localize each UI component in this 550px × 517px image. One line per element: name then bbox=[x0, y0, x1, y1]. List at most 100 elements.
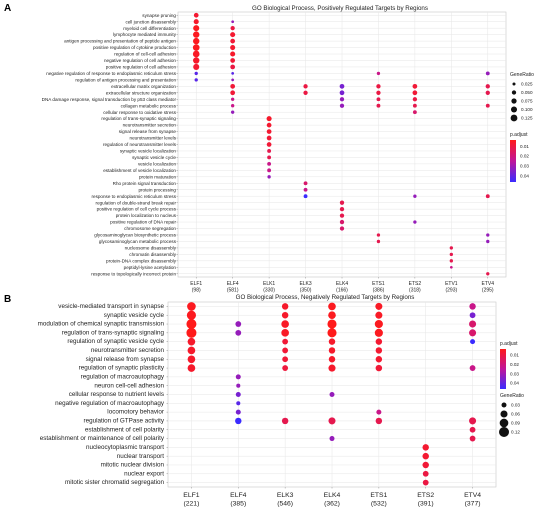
term-label: regulation of synaptic plasticity bbox=[79, 365, 165, 372]
term-label: mitotic nuclear division bbox=[101, 462, 165, 469]
dot-etv4-term-7 bbox=[469, 365, 476, 371]
panel-a-region-labels: ELF1(98)ELF4(581)ELK1(330)ELK3(350)ELK4(… bbox=[190, 281, 494, 294]
term-label: neuron cell-cell adhesion bbox=[94, 382, 164, 389]
region-count-label: (385) bbox=[230, 501, 246, 508]
term-label: protein localization to nucleus bbox=[116, 213, 177, 218]
region-count-label: (330) bbox=[263, 288, 275, 294]
dot-elk3-term-13 bbox=[281, 417, 289, 425]
region-label: ELK1 bbox=[263, 281, 275, 287]
dot-elf4-term-10 bbox=[235, 392, 241, 397]
dot-elf4-term-7 bbox=[230, 58, 236, 63]
dot-elk3-term-5 bbox=[282, 347, 289, 354]
dot-elk4-term-13 bbox=[339, 97, 345, 102]
dot-ets1-term-14 bbox=[376, 103, 381, 108]
dot-elk3-term-26 bbox=[303, 181, 308, 186]
region-count-label: (386) bbox=[373, 288, 385, 294]
term-label: lymphocyte mediated immunity bbox=[113, 32, 177, 37]
term-label: establishment or maintenance of cell pol… bbox=[40, 435, 165, 442]
dot-elk3-term-3 bbox=[281, 329, 289, 337]
dot-elf1-term-5 bbox=[187, 346, 196, 355]
dot-elf4-term-9 bbox=[231, 72, 235, 75]
term-label: positive regulation of cell cycle proces… bbox=[97, 207, 177, 212]
dot-elf4-term-3 bbox=[230, 32, 236, 38]
dot-elf4-term-11 bbox=[230, 83, 236, 89]
panel-b-size-legend: GeneRatio 0.03 0.06 0.09 0.12 bbox=[499, 393, 524, 437]
dot-elf4-term-13 bbox=[235, 417, 242, 425]
size-legend-dot bbox=[501, 402, 507, 408]
dot-elk1-term-17 bbox=[266, 122, 272, 128]
term-label: neurotransmitter levels bbox=[130, 136, 177, 141]
dot-elk4-term-12 bbox=[339, 90, 345, 96]
dot-elk1-term-16 bbox=[266, 116, 272, 122]
dot-elk3-term-1 bbox=[281, 311, 289, 319]
panel-a-color-legend: p.adjust 0.01 0.02 0.03 0.04 bbox=[510, 132, 529, 182]
dot-etv1-term-37 bbox=[449, 252, 454, 257]
dot-ets1-term-1 bbox=[375, 311, 383, 319]
region-label: ETV4 bbox=[464, 492, 481, 499]
panel-a-letter: A bbox=[4, 3, 11, 14]
term-label: negative regulation of macroautophagy bbox=[55, 400, 165, 407]
term-label: nucleocytoplasmic transport bbox=[86, 444, 164, 451]
dot-elf4-term-3 bbox=[235, 329, 242, 336]
dot-etv4-term-14 bbox=[485, 103, 490, 108]
dot-ets2-term-11 bbox=[412, 83, 418, 89]
region-label: ETS2 bbox=[409, 281, 422, 287]
size-legend-dot bbox=[510, 114, 518, 122]
panel-b-color-legend: p.adjust 0.01 0.02 0.03 0.04 bbox=[500, 341, 519, 389]
term-label: neurotransmitter secretion bbox=[91, 347, 165, 354]
panel-a-size-legend-title: GeneRatio bbox=[510, 72, 534, 78]
term-label: protein-DNA complex disassembly bbox=[106, 258, 177, 263]
term-label: response to topologically incorrect prot… bbox=[91, 271, 176, 276]
dot-etv4-term-11 bbox=[485, 84, 490, 89]
region-label: ELK3 bbox=[299, 281, 311, 287]
size-legend-dot bbox=[511, 98, 517, 104]
term-label: extracellular matrix organization bbox=[111, 84, 176, 89]
size-legend-label: 0.025 bbox=[521, 82, 533, 87]
term-label: regulation of GTPase activity bbox=[84, 418, 165, 425]
panel-b: B GO Biological Process, Negatively Regu… bbox=[4, 294, 524, 508]
dot-elf4-term-9 bbox=[236, 383, 241, 388]
dot-etv4-term-13 bbox=[469, 417, 477, 425]
region-count-label: (166) bbox=[336, 288, 348, 294]
term-label: protein maturation bbox=[139, 174, 176, 179]
dot-elk1-term-21 bbox=[267, 149, 272, 153]
color-legend-label: 0.04 bbox=[520, 173, 529, 178]
dot-elf4-term-4 bbox=[230, 38, 236, 44]
dot-etv4-term-3 bbox=[469, 329, 477, 337]
region-count-label: (350) bbox=[300, 288, 312, 294]
dot-etv1-term-39 bbox=[449, 265, 453, 269]
term-label: synaptic vesicle localization bbox=[120, 149, 177, 154]
dot-ets2-term-12 bbox=[412, 90, 418, 96]
dot-etv4-term-40 bbox=[486, 272, 490, 276]
region-count-label: (546) bbox=[277, 501, 293, 508]
size-legend-dot bbox=[512, 82, 516, 86]
region-label: ELF4 bbox=[230, 492, 246, 499]
dot-elf1-term-1 bbox=[193, 19, 199, 25]
dot-elf4-term-8 bbox=[230, 64, 236, 70]
region-label: ETV4 bbox=[482, 281, 495, 287]
color-legend-label: 0.03 bbox=[520, 164, 529, 169]
dot-elk4-term-1 bbox=[328, 311, 336, 320]
panel-b-dots bbox=[186, 302, 477, 486]
term-label: chromatin disassembly bbox=[129, 252, 176, 257]
dot-elk1-term-20 bbox=[266, 142, 272, 147]
term-label: locomotory behavior bbox=[107, 409, 164, 416]
dot-elk4-term-32 bbox=[339, 219, 345, 225]
dot-ets1-term-2 bbox=[374, 319, 383, 329]
dot-elf4-term-1 bbox=[231, 20, 235, 24]
dot-ets2-term-20 bbox=[422, 479, 429, 486]
panel-a-colorbar bbox=[510, 140, 516, 182]
dot-etv1-term-36 bbox=[449, 246, 454, 250]
dot-ets1-term-0 bbox=[375, 302, 383, 310]
size-legend-label: 0.03 bbox=[511, 403, 520, 408]
dot-elf1-term-1 bbox=[186, 310, 196, 320]
dot-etv4-term-12 bbox=[485, 90, 490, 95]
dot-elk1-term-18 bbox=[266, 129, 272, 134]
term-label: establishment of cell polarity bbox=[85, 426, 165, 433]
dot-ets1-term-11 bbox=[376, 84, 381, 89]
color-legend-label: 0.02 bbox=[510, 362, 519, 367]
region-count-label: (295) bbox=[482, 288, 494, 294]
dot-elk4-term-29 bbox=[339, 200, 345, 205]
term-label: glycosaminoglycan metabolic process bbox=[99, 239, 177, 244]
region-count-label: (318) bbox=[409, 288, 421, 294]
